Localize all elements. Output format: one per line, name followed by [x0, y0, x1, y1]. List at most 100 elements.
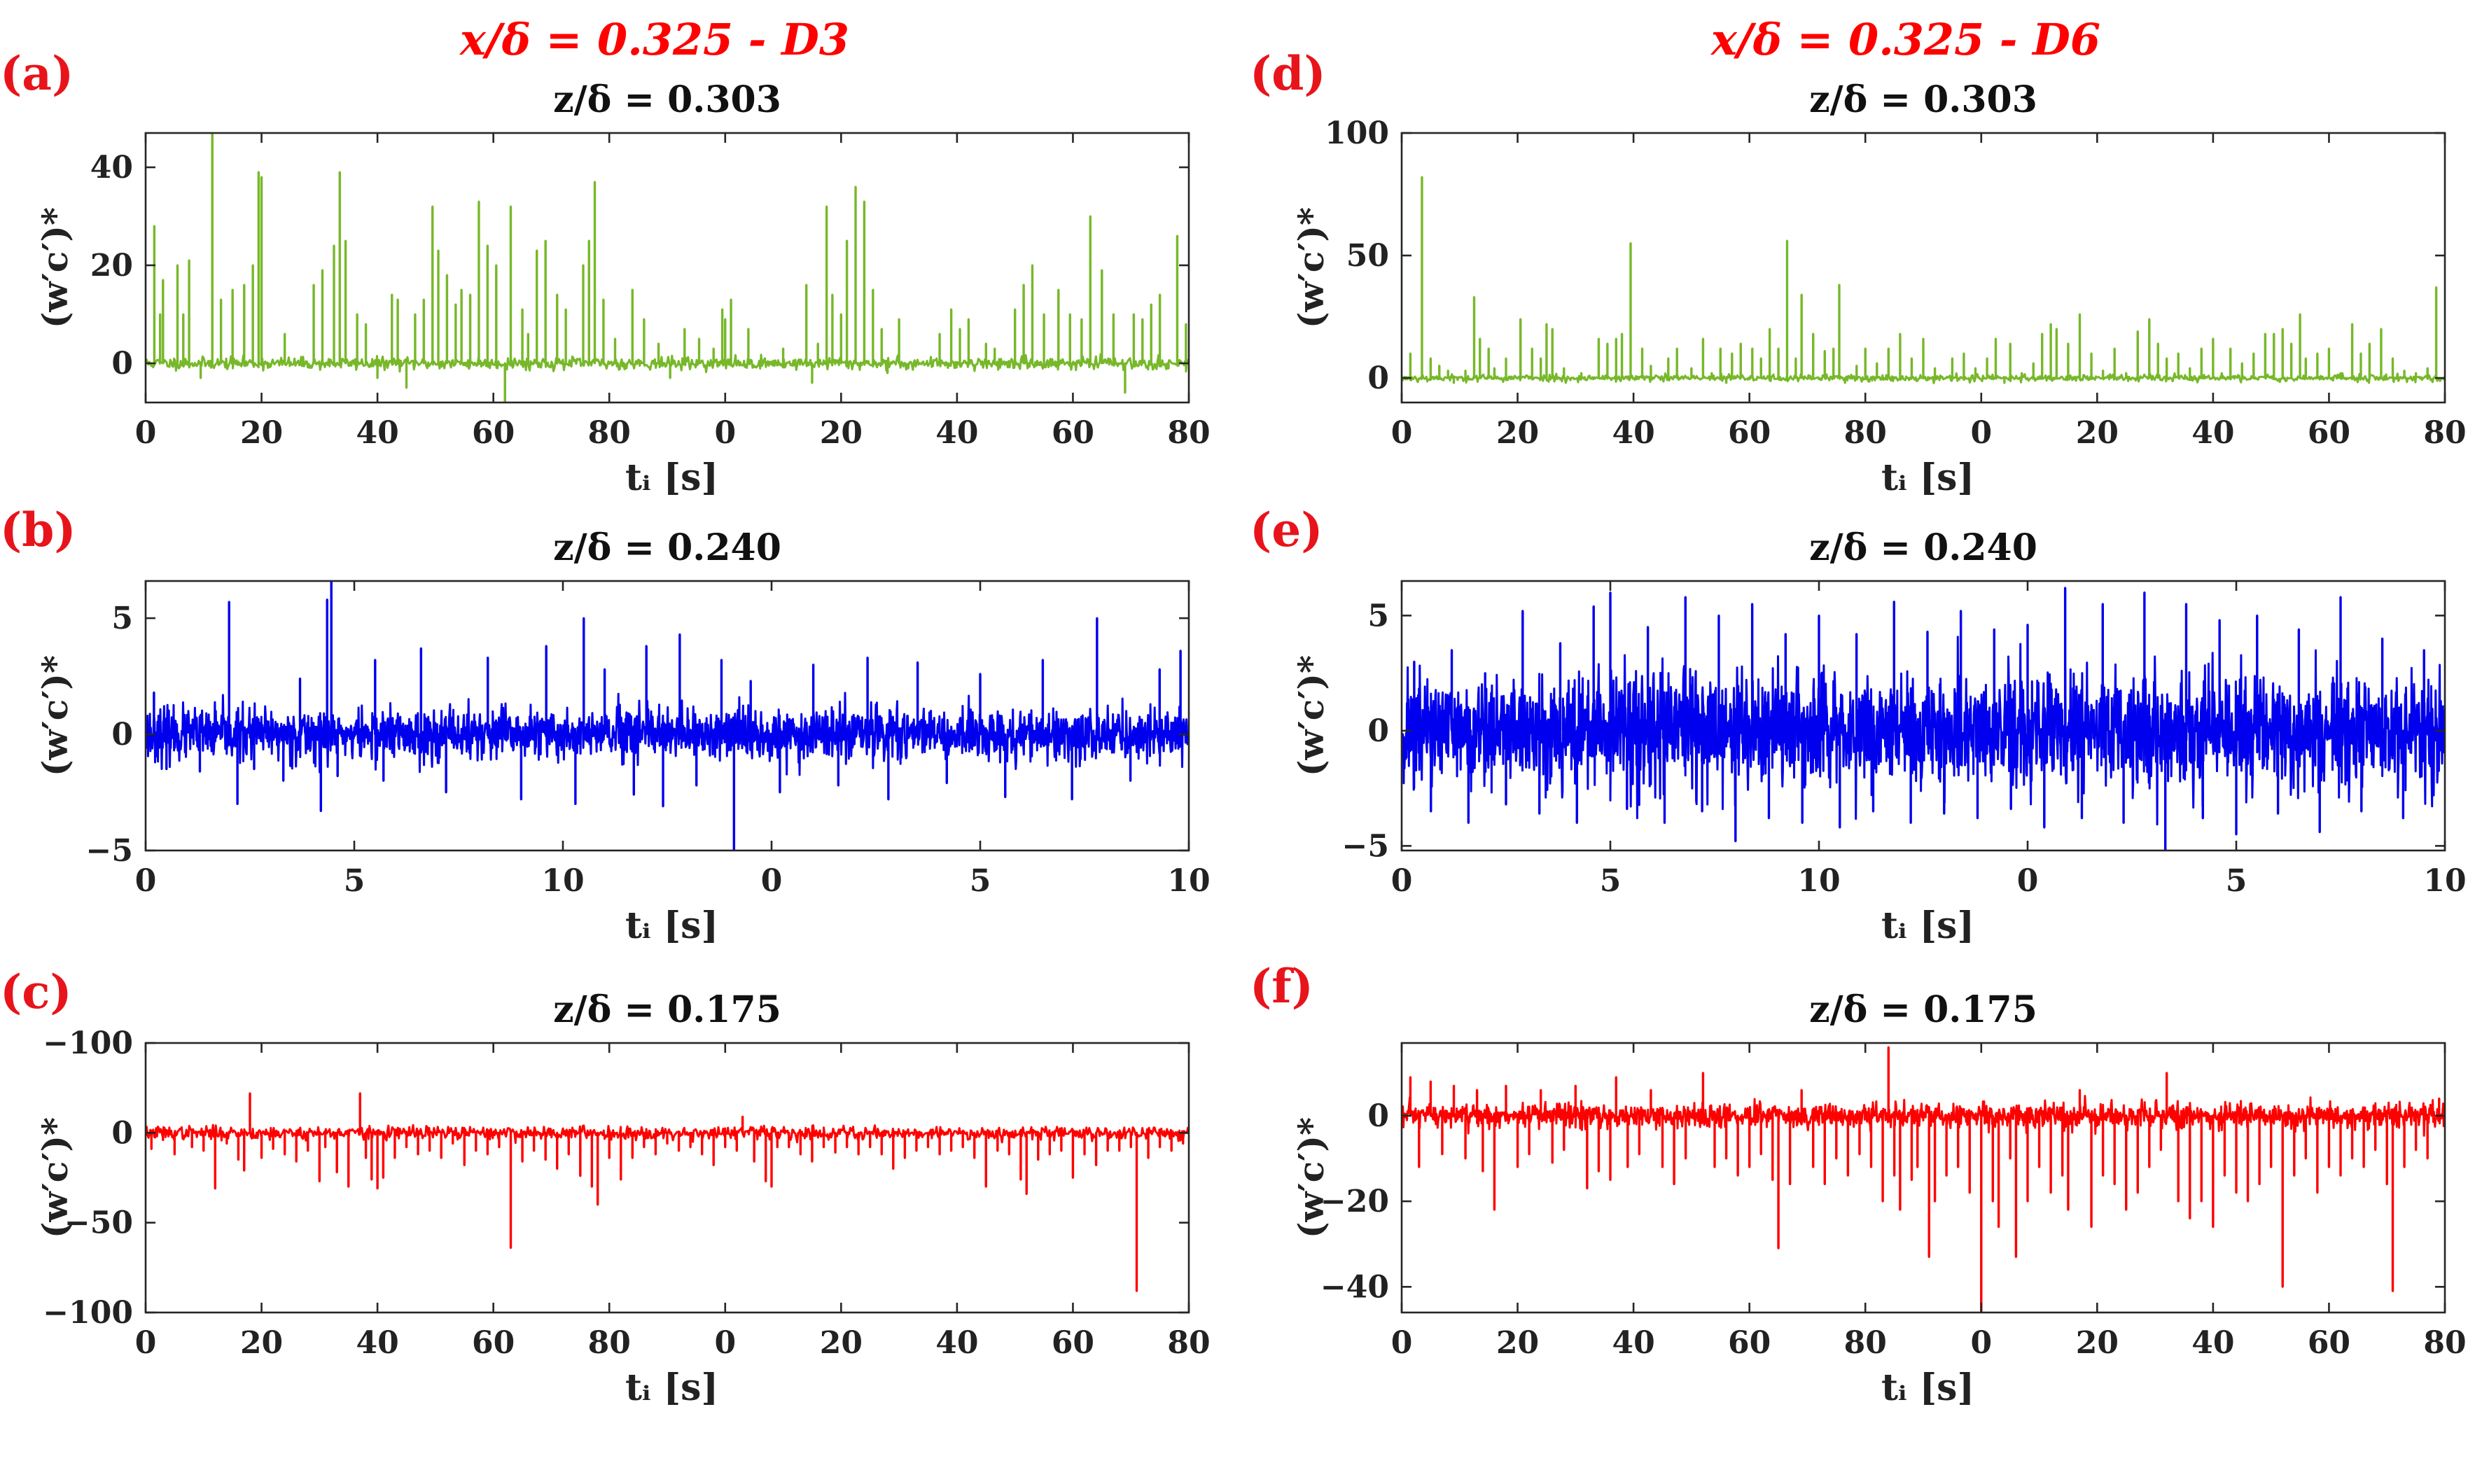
panel-title: z/δ = 0.175 [1809, 988, 2037, 1031]
x-tick-label: 5 [970, 863, 991, 899]
panel-letter: (f) [1250, 959, 1313, 1014]
x-tick-label: 40 [1612, 1325, 1654, 1361]
y-tick-label: 40 [90, 150, 133, 186]
y-axis-label: (w′c′)* [34, 655, 76, 776]
x-tick-label: 60 [1728, 415, 1771, 451]
x-tick-label: 40 [356, 415, 398, 451]
x-tick-label: 5 [344, 863, 365, 899]
x-axis-label: tᵢ [s] [1881, 904, 1974, 947]
x-tick-label: 80 [1167, 415, 1210, 451]
x-axis-label: tᵢ [s] [625, 904, 718, 947]
x-tick-label: 60 [2308, 415, 2350, 451]
x-tick-label: 40 [356, 1325, 398, 1361]
y-tick-label: −40 [1320, 1269, 1389, 1305]
axes-frame [1400, 132, 2446, 404]
panel-c: (c) z/δ = 0.175 0 20 40 60 80 0 20 40 60 80 −100 −50 0… [0, 965, 1211, 1409]
data-series-line [1402, 176, 2445, 384]
axes-frame [144, 132, 1190, 404]
x-tick-label: 0 [714, 415, 736, 451]
panel-a: (a) z/δ = 0.303 0 20 40 60 80 0 20 40 60 80 0 20 40 tᵢ … [0, 46, 1211, 499]
x-tick-label: 80 [1844, 1325, 1887, 1361]
x-tick-label: 20 [1496, 1325, 1539, 1361]
panel-letter: (d) [1250, 46, 1326, 101]
x-tick-label: 80 [588, 1325, 631, 1361]
data-series-line [146, 1092, 1189, 1292]
x-tick-label: 0 [1970, 1325, 1992, 1361]
panel-title: z/δ = 0.303 [553, 78, 781, 121]
x-tick-label: 0 [714, 1325, 736, 1361]
x-tick-label: 0 [1391, 1325, 1413, 1361]
y-tick-label: 50 [1346, 238, 1389, 274]
y-axis-label: (w′c′)* [34, 207, 76, 328]
x-tick-label: 20 [2076, 1325, 2119, 1361]
column-title-left: x/δ = 0.325 - D3 [459, 14, 849, 65]
x-tick-label: 80 [1844, 415, 1887, 451]
x-tick-label: 80 [2423, 1325, 2466, 1361]
x-tick-label: 0 [135, 415, 157, 451]
x-axis-label: tᵢ [s] [1881, 1366, 1974, 1409]
panel-d: (d) z/δ = 0.303 0 20 40 60 80 0 20 40 60 80 0 50 100 tᵢ… [1250, 46, 2467, 499]
x-tick-label: 0 [2017, 863, 2039, 899]
x-tick-label: 40 [2191, 415, 2234, 451]
x-tick-label: 10 [2423, 863, 2466, 899]
y-tick-label: −5 [1342, 828, 1389, 864]
x-tick-label: 20 [820, 415, 863, 451]
x-tick-label: 10 [1797, 863, 1840, 899]
x-tick-label: 40 [2191, 1325, 2234, 1361]
x-tick-label: 10 [1167, 863, 1210, 899]
x-tick-label: 10 [541, 863, 584, 899]
axes-frame [1400, 580, 2446, 852]
x-tick-label: 20 [820, 1325, 863, 1361]
x-tick-label: 20 [240, 1325, 283, 1361]
y-tick-label: 0 [111, 346, 133, 382]
x-axis-label: tᵢ [s] [625, 1366, 718, 1409]
y-tick-label: 0 [1367, 360, 1389, 396]
panel-letter: (e) [1250, 503, 1323, 557]
panel-title: z/δ = 0.175 [553, 988, 781, 1031]
x-tick-label: 0 [135, 863, 157, 899]
x-tick-label: 60 [2308, 1325, 2350, 1361]
x-tick-label: 40 [1612, 415, 1654, 451]
y-tick-label: 0 [111, 1115, 133, 1151]
data-series-line [1402, 587, 2445, 850]
panel-letter: (b) [0, 503, 76, 557]
x-tick-label: 0 [1391, 863, 1413, 899]
panel-title: z/δ = 0.303 [1809, 78, 2037, 121]
y-tick-label: 5 [1367, 598, 1389, 634]
x-tick-label: 5 [1600, 863, 1622, 899]
x-tick-label: 40 [935, 1325, 978, 1361]
panel-f: (f) z/δ = 0.175 0 20 40 60 80 0 20 40 60 80 −40 −20 0 t… [1250, 959, 2467, 1409]
panel-title: z/δ = 0.240 [1809, 526, 2037, 569]
x-tick-label: 0 [1970, 415, 1992, 451]
panel-letter: (c) [0, 965, 72, 1019]
x-tick-label: 5 [2226, 863, 2247, 899]
x-tick-label: 80 [588, 415, 631, 451]
y-tick-label: 0 [1367, 1098, 1389, 1134]
data-series-line [146, 581, 1189, 850]
x-tick-label: 40 [935, 415, 978, 451]
x-tick-label: 60 [1052, 415, 1094, 451]
y-axis-label: (w′c′)* [1290, 207, 1332, 328]
y-tick-label: 100 [1325, 115, 1389, 151]
y-tick-label: 0 [1367, 713, 1389, 749]
y-tick-label: 5 [111, 601, 133, 636]
x-tick-label: 80 [2423, 415, 2466, 451]
x-tick-label: 0 [1391, 415, 1413, 451]
x-axis-label: tᵢ [s] [1881, 456, 1974, 499]
x-tick-label: 60 [1052, 1325, 1094, 1361]
x-tick-label: 20 [2076, 415, 2119, 451]
x-tick-label: 20 [1496, 415, 1539, 451]
x-tick-label: 60 [472, 415, 515, 451]
data-series-line [1402, 1046, 2445, 1312]
y-axis-label: (w′c′)* [1290, 655, 1332, 776]
x-tick-label: 20 [240, 415, 283, 451]
y-tick-label: −20 [1320, 1184, 1389, 1219]
axes-frame [144, 580, 1190, 852]
x-axis-label: tᵢ [s] [625, 456, 718, 499]
y-tick-label: −100 [43, 1026, 133, 1061]
axes-frame [144, 1042, 1190, 1314]
panels-container: (a) z/δ = 0.303 0 20 40 60 80 0 20 40 60 80 0 20 40 tᵢ … [0, 46, 2467, 1409]
panel-title: z/δ = 0.240 [553, 526, 781, 569]
